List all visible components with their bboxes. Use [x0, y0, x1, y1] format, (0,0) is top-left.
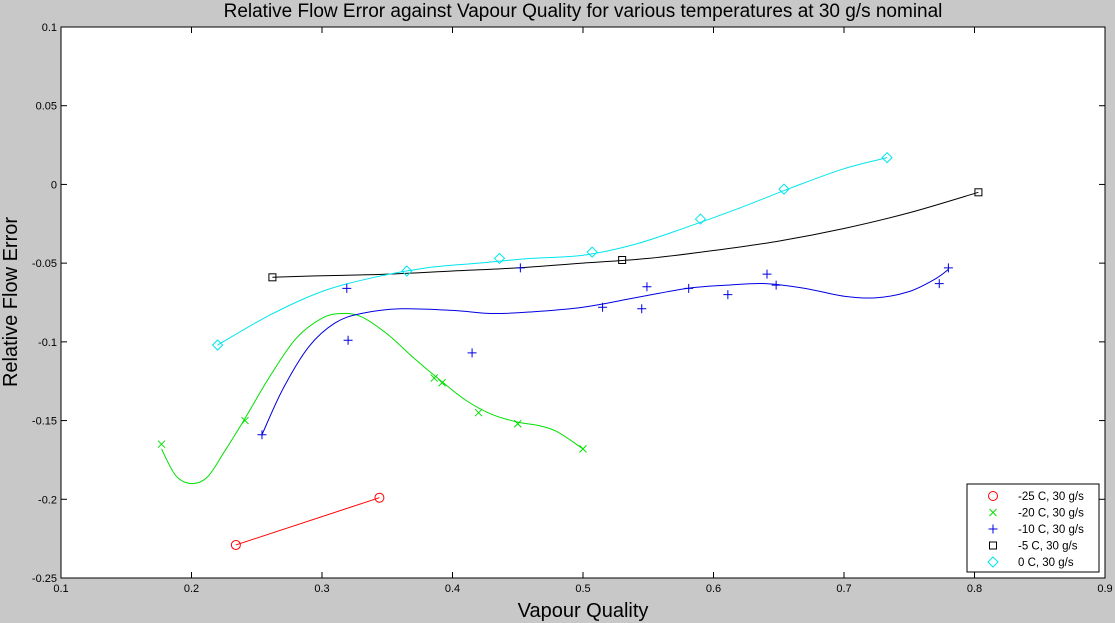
data-point-series-2 [771, 280, 781, 290]
y-axis-label: Relative Flow Error [0, 217, 22, 387]
data-point-series-2 [342, 283, 352, 293]
legend-entry-label: -10 C, 30 g/s [1018, 524, 1084, 536]
legend-entry-label: -20 C, 30 g/s [1018, 508, 1084, 520]
legend-marker [988, 491, 998, 501]
axis-ticks: 0.1 0.2 0.3 0.4 0.5 0.6 0.7 0.8 0.9 -0.25 -0.2 -0.1… [32, 22, 1113, 595]
data-point-series-2 [684, 283, 694, 293]
legend-marker [988, 524, 998, 534]
data-point-series-1 [430, 374, 439, 382]
data-point-series-4 [493, 252, 506, 265]
legend-marker [989, 508, 997, 517]
data-point-series-2 [598, 302, 608, 312]
x-axis-label: Vapour Quality [518, 600, 649, 622]
x-tick-label: 0.6 [706, 583, 721, 595]
x-tick-label: 0.8 [967, 583, 982, 595]
legend: -25 C, 30 g/s -20 C, 30 g/s -10 C, 30 g/s -… [966, 483, 1100, 573]
y-tick-label: -0.2 [38, 494, 57, 506]
x-tick-label: 0.3 [314, 583, 329, 595]
fit-curve-series-4 [217, 157, 888, 346]
y-tick-label: 0.1 [42, 22, 57, 34]
data-point-series-4 [586, 246, 598, 258]
data-point-series-1 [241, 416, 249, 425]
y-tick-label: 0.05 [36, 101, 57, 113]
x-tick-label: 0.7 [836, 583, 851, 595]
data-point-series-3 [618, 255, 627, 264]
data-point-series-3 [974, 188, 983, 197]
data-point-series-1 [157, 440, 166, 449]
data-point-series-0 [230, 539, 241, 550]
data-point-series-2 [943, 263, 953, 273]
data-point-series-4 [881, 151, 893, 164]
data-point-series-1 [579, 445, 587, 453]
x-tick-label: 0.5 [575, 583, 590, 595]
data-point-series-2 [637, 304, 647, 314]
x-tick-label: 0.2 [184, 583, 199, 595]
y-tick-label: 0 [51, 179, 57, 191]
plot-area [60, 26, 1106, 579]
fit-curve-series-2 [261, 269, 949, 435]
data-point-series-1 [513, 419, 522, 428]
legend-entry-label: -5 C, 30 g/s [1018, 541, 1078, 553]
legend-entry-label: -25 C, 30 g/s [1018, 491, 1084, 503]
y-tick-label: -0.05 [32, 258, 57, 270]
data-point-series-2 [467, 348, 477, 358]
data-point-series-2 [515, 263, 525, 273]
x-tick-label: 0.1 [53, 583, 68, 595]
data-point-series-2 [723, 290, 733, 300]
data-point-series-2 [642, 282, 652, 292]
data-point-series-3 [268, 273, 277, 282]
chart-title: Relative Flow Error against Vapour Quali… [224, 1, 943, 22]
data-point-series-2 [257, 430, 267, 440]
y-tick-label: -0.15 [32, 416, 57, 428]
data-point-series-2 [934, 279, 944, 289]
legend-marker [989, 541, 997, 550]
y-tick-label: -0.25 [32, 573, 57, 585]
data-point-series-4 [694, 213, 707, 225]
fit-curves [161, 157, 979, 546]
data-point-series-2 [762, 269, 772, 279]
data-point-series-1 [438, 378, 446, 387]
data-point-series-2 [343, 335, 353, 345]
legend-entry-label: 0 C, 30 g/s [1018, 557, 1074, 569]
data-point-series-0 [374, 492, 385, 503]
x-tick-label: 0.4 [445, 583, 460, 595]
data-point-series-4 [401, 265, 413, 277]
y-tick-label: -0.1 [38, 337, 57, 349]
data-point-series-4 [778, 183, 790, 195]
data-point-series-1 [474, 408, 483, 417]
data-markers [157, 151, 983, 550]
legend-marker [987, 556, 999, 568]
fit-curve-series-0 [235, 497, 380, 546]
x-tick-label: 0.9 [1097, 583, 1112, 595]
data-point-series-4 [211, 339, 224, 351]
